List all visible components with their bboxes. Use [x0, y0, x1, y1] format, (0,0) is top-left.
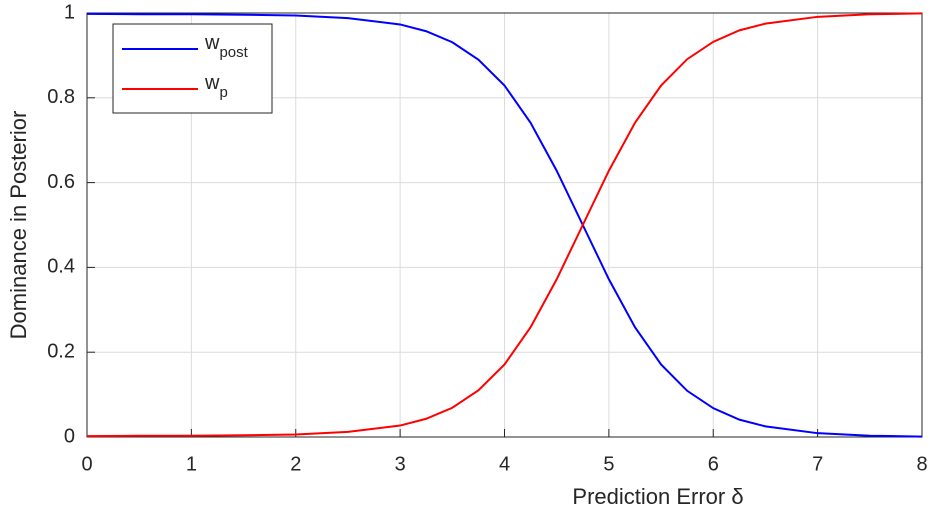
x-axis-label: Prediction Error δ	[572, 484, 743, 509]
legend-label: wpost	[204, 32, 249, 61]
x-tick-label: 4	[499, 453, 510, 475]
legend-box	[112, 23, 273, 114]
x-tick-label: 7	[812, 453, 823, 475]
y-tick-label: 0.2	[47, 340, 75, 362]
y-tick-label: 0.6	[47, 171, 75, 193]
y-tick-label: 0.8	[47, 86, 75, 108]
x-tick-label: 6	[708, 453, 719, 475]
y-tick-label: 1	[64, 1, 75, 23]
legend-name: w	[204, 72, 220, 94]
data-line	[86, 12, 923, 438]
x-tick-label: 2	[290, 453, 301, 475]
x-tick-label: 0	[81, 453, 92, 475]
x-tick-label: 8	[916, 453, 927, 475]
plot-border	[86, 12, 923, 438]
legend-name: w	[204, 32, 220, 54]
legend-subscript: p	[219, 84, 227, 101]
data-line	[86, 12, 923, 438]
legend-subscript: post	[219, 44, 248, 61]
y-tick-label: 0.4	[47, 256, 75, 278]
y-axis-label: Dominance in Posterior	[6, 111, 31, 340]
legend-label: wp	[204, 72, 228, 101]
x-tick-label: 3	[395, 453, 406, 475]
x-tick-label: 1	[186, 453, 197, 475]
x-tick-label: 5	[603, 453, 614, 475]
y-tick-label: 0	[64, 425, 75, 447]
